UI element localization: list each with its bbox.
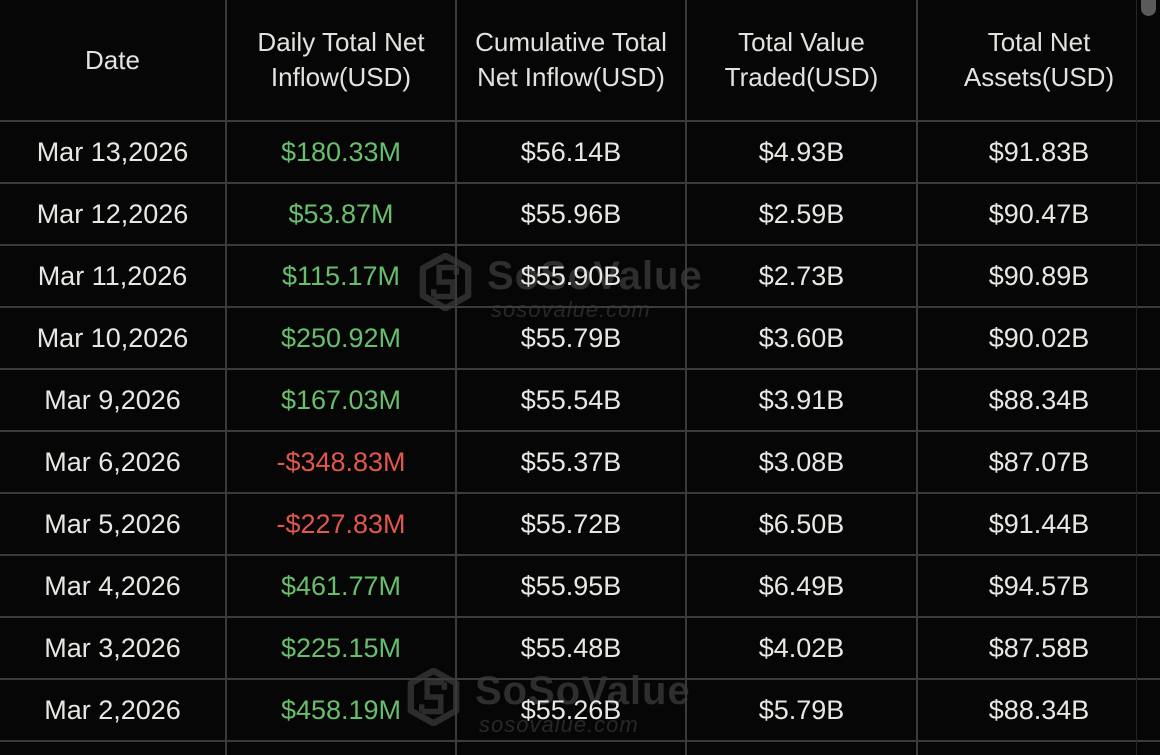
net-assets-cell: $91.83B [918, 122, 1160, 184]
date-cell: Mar 9,2026 [0, 370, 227, 432]
daily-net-inflow-cell: $167.03M [227, 370, 457, 432]
net-assets-cell: $87.07B [918, 432, 1160, 494]
scrollbar-thumb[interactable] [1141, 0, 1156, 16]
partial-row-cell [687, 742, 918, 755]
daily-net-inflow-cell: $180.33M [227, 122, 457, 184]
partial-row-cell [918, 742, 1160, 755]
cumulative-net-inflow-cell: $55.26B [457, 680, 687, 742]
date-cell: Mar 4,2026 [0, 556, 227, 618]
daily-net-inflow-cell: -$348.83M [227, 432, 457, 494]
net-assets-cell: $87.58B [918, 618, 1160, 680]
column-header-net-assets: Total Net Assets(USD) [918, 0, 1160, 122]
cumulative-net-inflow-cell: $55.37B [457, 432, 687, 494]
column-header-value-traded: Total Value Traded(USD) [687, 0, 918, 122]
daily-net-inflow-cell: $225.15M [227, 618, 457, 680]
daily-net-inflow-cell: $461.77M [227, 556, 457, 618]
cumulative-net-inflow-cell: $55.79B [457, 308, 687, 370]
date-cell: Mar 12,2026 [0, 184, 227, 246]
partial-row-cell [0, 742, 227, 755]
value-traded-cell: $3.08B [687, 432, 918, 494]
date-cell: Mar 10,2026 [0, 308, 227, 370]
cumulative-net-inflow-cell: $56.14B [457, 122, 687, 184]
cumulative-net-inflow-cell: $55.96B [457, 184, 687, 246]
cumulative-net-inflow-cell: $55.72B [457, 494, 687, 556]
date-cell: Mar 13,2026 [0, 122, 227, 184]
date-cell: Mar 2,2026 [0, 680, 227, 742]
value-traded-cell: $4.93B [687, 122, 918, 184]
net-assets-cell: $91.44B [918, 494, 1160, 556]
net-assets-cell: $90.02B [918, 308, 1160, 370]
date-cell: Mar 11,2026 [0, 246, 227, 308]
cumulative-net-inflow-cell: $55.48B [457, 618, 687, 680]
daily-net-inflow-cell: -$227.83M [227, 494, 457, 556]
net-assets-cell: $88.34B [918, 680, 1160, 742]
value-traded-cell: $3.91B [687, 370, 918, 432]
date-cell: Mar 3,2026 [0, 618, 227, 680]
daily-net-inflow-cell: $458.19M [227, 680, 457, 742]
column-header-cumulative-net-inflow: Cumulative Total Net Inflow(USD) [457, 0, 687, 122]
cumulative-net-inflow-cell: $55.90B [457, 246, 687, 308]
value-traded-cell: $4.02B [687, 618, 918, 680]
net-assets-cell: $94.57B [918, 556, 1160, 618]
cumulative-net-inflow-cell: $55.95B [457, 556, 687, 618]
net-assets-cell: $90.47B [918, 184, 1160, 246]
net-assets-cell: $90.89B [918, 246, 1160, 308]
partial-row-cell [457, 742, 687, 755]
column-header-daily-net-inflow: Daily Total Net Inflow(USD) [227, 0, 457, 122]
scrollbar-track [1136, 0, 1137, 755]
value-traded-cell: $2.73B [687, 246, 918, 308]
daily-net-inflow-cell: $115.17M [227, 246, 457, 308]
date-cell: Mar 5,2026 [0, 494, 227, 556]
cumulative-net-inflow-cell: $55.54B [457, 370, 687, 432]
value-traded-cell: $3.60B [687, 308, 918, 370]
value-traded-cell: $6.50B [687, 494, 918, 556]
value-traded-cell: $5.79B [687, 680, 918, 742]
date-cell: Mar 6,2026 [0, 432, 227, 494]
partial-row-cell [227, 742, 457, 755]
net-assets-cell: $88.34B [918, 370, 1160, 432]
daily-net-inflow-cell: $53.87M [227, 184, 457, 246]
daily-net-inflow-cell: $250.92M [227, 308, 457, 370]
value-traded-cell: $6.49B [687, 556, 918, 618]
column-header-date: Date [0, 0, 227, 122]
value-traded-cell: $2.59B [687, 184, 918, 246]
